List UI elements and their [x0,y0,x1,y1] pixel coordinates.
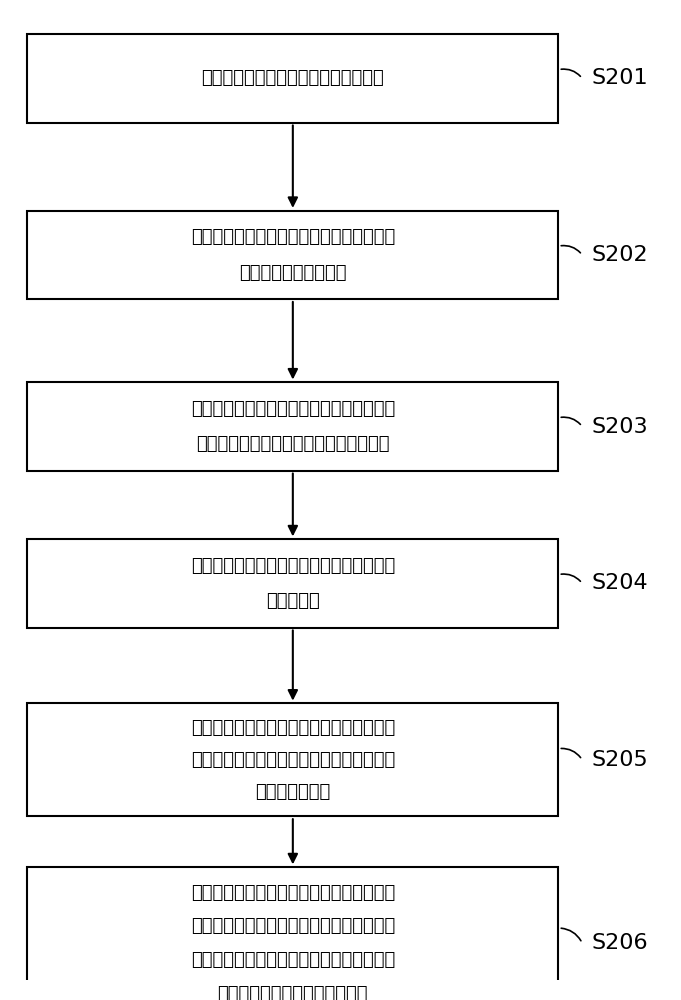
FancyBboxPatch shape [27,382,558,471]
Text: 到血流动力学异常指数: 到血流动力学异常指数 [239,264,347,282]
FancyBboxPatch shape [27,703,558,816]
Text: 根据血流动力学异常指数、脑血流自主调节: 根据血流动力学异常指数、脑血流自主调节 [191,719,395,737]
Text: 利用传递函数处理血压数据以及脑部血流动: 利用传递函数处理血压数据以及脑部血流动 [191,400,395,418]
FancyBboxPatch shape [27,539,558,628]
Text: 判断脑卒中指标数据是否满足预设触发条件: 判断脑卒中指标数据是否满足预设触发条件 [191,884,395,902]
FancyBboxPatch shape [27,211,558,299]
Text: S204: S204 [591,573,648,593]
Text: 动力学数据，得到血压调控数据: 动力学数据，得到血压调控数据 [218,985,368,1000]
Text: S206: S206 [591,933,648,953]
Text: S202: S202 [591,245,648,265]
FancyBboxPatch shape [27,34,558,123]
Text: ；并在判断出满足预设触发条件后，利用血: ；并在判断出满足预设触发条件后，利用血 [191,917,395,935]
FancyBboxPatch shape [27,867,558,1000]
Text: 力学数据，得到脑血流自主调节能力指数: 力学数据，得到脑血流自主调节能力指数 [196,435,390,453]
Text: 压调控评估模型处理血压数据以及脑部血流: 压调控评估模型处理血压数据以及脑部血流 [191,951,395,969]
Text: S203: S203 [591,417,648,437]
Text: 脑卒中指标数据: 脑卒中指标数据 [255,783,330,801]
Text: 能力指数以及血管硬化指数进行预测，得到: 能力指数以及血管硬化指数进行预测，得到 [191,751,395,769]
Text: S205: S205 [591,750,648,770]
Text: 处理脑部血液成分数据的综合频谱，得到血: 处理脑部血液成分数据的综合频谱，得到血 [191,557,395,575]
Text: 基于预设阈值处理脑部血流动力学数据，得: 基于预设阈值处理脑部血流动力学数据，得 [191,228,395,246]
Text: 获取血压数据以及脑部血流动力学数据: 获取血压数据以及脑部血流动力学数据 [202,69,384,87]
Text: 管硬化指数: 管硬化指数 [266,592,319,610]
Text: S201: S201 [591,68,648,88]
